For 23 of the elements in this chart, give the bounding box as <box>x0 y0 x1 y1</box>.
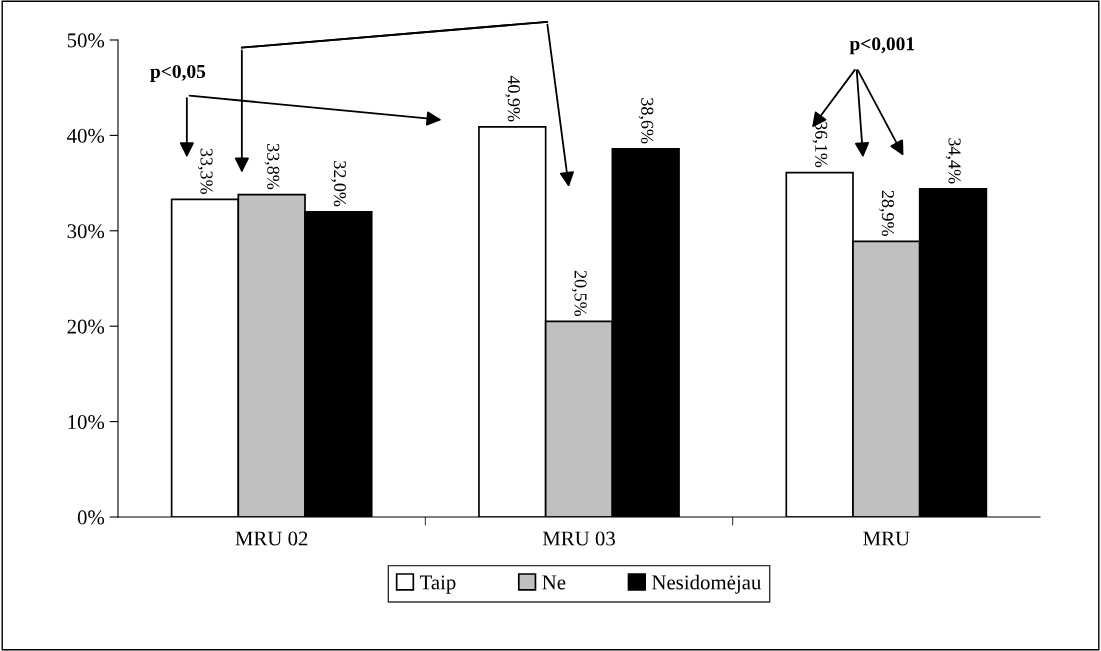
data-label: 32,0% <box>331 161 347 207</box>
data-label: 20,5% <box>571 270 587 317</box>
data-label: 34,4% <box>945 138 961 184</box>
y-tick-label: 30% <box>67 224 105 239</box>
y-tick-label: 50% <box>67 33 105 48</box>
x-tick-label: MRU 03 <box>542 531 615 546</box>
annotation: p<0,001 <box>849 37 915 55</box>
data-label: 38,6% <box>638 98 654 144</box>
data-label: 33,3% <box>197 148 213 194</box>
y-tick-label: 10% <box>68 414 105 430</box>
y-tick-label: 40% <box>67 128 105 143</box>
y-tick-label: 0% <box>77 510 105 525</box>
data-label: 36,1% <box>812 122 828 168</box>
legend-label: Nesidomėjau <box>652 574 761 594</box>
x-tick-label: MRU <box>863 531 910 546</box>
legend-label: Taip <box>419 575 456 594</box>
annotation: p<0,05 <box>150 64 206 82</box>
legend-label: Ne <box>542 575 566 590</box>
data-label: 33,8% <box>264 144 280 190</box>
y-tick-label: 20% <box>67 319 105 334</box>
data-label: 28,9% <box>879 190 894 236</box>
x-tick-label: MRU 02 <box>235 531 308 546</box>
data-label: 40,9% <box>505 75 520 122</box>
